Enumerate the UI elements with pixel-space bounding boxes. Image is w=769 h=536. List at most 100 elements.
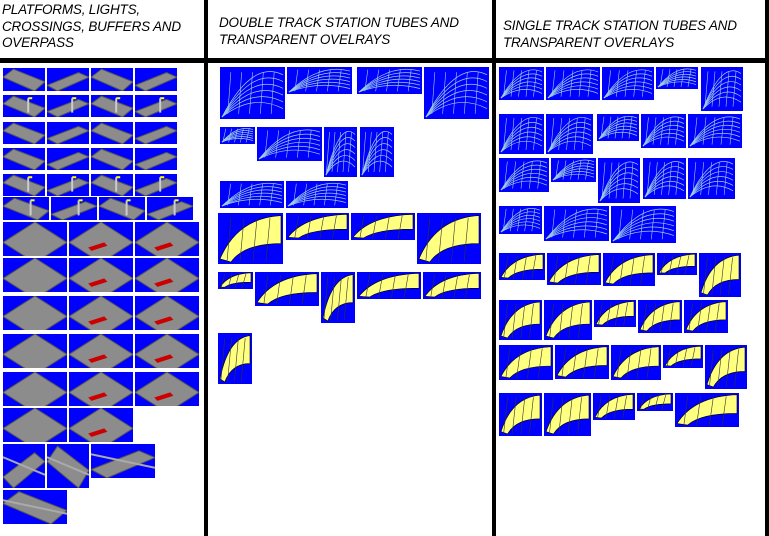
- platform-sprite: [69, 334, 133, 368]
- tube-sprite: [499, 345, 553, 380]
- tube-sprite: [351, 213, 415, 240]
- overpass-sprite: [47, 444, 89, 488]
- wireframe-tube-sprite: [597, 114, 639, 141]
- wireframe-tube-sprite: [551, 158, 596, 182]
- tube-sprite: [675, 393, 739, 427]
- wireframe-tube-sprite: [499, 158, 549, 192]
- platform-sprite: [135, 296, 199, 330]
- platform-light-sprite: [47, 95, 89, 117]
- wireframe-tube-sprite: [499, 206, 542, 234]
- wireframe-tube-sprite: [598, 158, 640, 203]
- overpass-sprite: [3, 444, 45, 488]
- wireframe-tube-sprite: [499, 67, 544, 100]
- tube-sprite: [705, 345, 747, 389]
- tube-sprite: [499, 393, 542, 436]
- wireframe-tube-sprite: [546, 67, 600, 100]
- tube-sprite: [499, 253, 545, 280]
- tube-sprite: [555, 345, 609, 379]
- platform-sprite: [3, 372, 67, 406]
- tube-sprite: [663, 345, 703, 368]
- wireframe-tube-sprite: [220, 181, 284, 208]
- header-double-track: DOUBLE TRACK STATION TUBES AND TRANSPARE…: [219, 15, 459, 47]
- header-divider: [0, 58, 769, 63]
- platform-sprite: [135, 148, 177, 170]
- tube-sprite: [321, 272, 355, 323]
- platform-sprite: [135, 372, 199, 406]
- platform-sprite: [47, 148, 89, 170]
- column-divider: [204, 0, 208, 536]
- wireframe-tube-sprite: [688, 158, 735, 199]
- tube-sprite: [544, 393, 591, 436]
- wireframe-tube-sprite: [656, 67, 698, 89]
- wireframe-tube-sprite: [324, 127, 357, 177]
- tube-sprite: [499, 300, 542, 340]
- wireframe-tube-sprite: [499, 114, 544, 154]
- platform-light-sprite: [47, 174, 89, 196]
- header-platforms: PLATFORMS, LIGHTS, CROSSINGS, BUFFERS AN…: [2, 2, 181, 50]
- tube-sprite: [594, 300, 636, 327]
- wireframe-tube-sprite: [641, 114, 686, 148]
- tube-sprite: [657, 253, 697, 275]
- tube-sprite: [218, 213, 283, 264]
- wireframe-tube-sprite: [220, 127, 255, 144]
- platform-sprite: [3, 408, 67, 442]
- wireframe-tube-sprite: [546, 114, 593, 154]
- tube-sprite: [603, 253, 655, 286]
- tube-sprite: [286, 213, 349, 240]
- wireframe-tube-sprite: [602, 67, 654, 100]
- wireframe-tube-sprite: [701, 67, 743, 111]
- platform-sprite: [47, 122, 89, 144]
- wireframe-tube-sprite: [357, 67, 422, 94]
- tube-sprite: [593, 393, 635, 420]
- overpass-sprite: [91, 444, 155, 478]
- wireframe-tube-sprite: [424, 67, 489, 119]
- platform-sprite: [69, 258, 133, 292]
- platform-sprite: [69, 222, 133, 256]
- platform-light-sprite: [3, 174, 45, 196]
- tube-sprite: [218, 272, 253, 289]
- platform-light-sprite: [3, 197, 49, 220]
- wireframe-tube-sprite: [287, 67, 352, 94]
- tube-sprite: [357, 272, 421, 299]
- platform-sprite: [47, 68, 89, 91]
- platform-sprite: [135, 222, 199, 256]
- platform-sprite: [3, 296, 67, 330]
- platform-sprite: [91, 68, 133, 91]
- platform-sprite: [3, 122, 45, 144]
- wireframe-tube-sprite: [544, 206, 609, 241]
- tube-sprite: [423, 272, 481, 299]
- tube-sprite: [255, 272, 319, 306]
- tube-sprite: [547, 253, 601, 285]
- platform-light-sprite: [147, 197, 193, 220]
- wireframe-tube-sprite: [286, 181, 348, 208]
- platform-light-sprite: [3, 95, 45, 117]
- header-single-track: SINGLE TRACK STATION TUBES AND TRANSPARE…: [503, 18, 737, 50]
- platform-light-sprite: [99, 197, 145, 220]
- platform-light-sprite: [135, 95, 177, 117]
- overpass-sprite: [3, 490, 67, 524]
- tube-sprite: [699, 253, 741, 297]
- column-divider: [492, 0, 496, 536]
- platform-sprite: [3, 148, 45, 170]
- platform-sprite: [3, 222, 67, 256]
- platform-sprite: [69, 408, 133, 442]
- wireframe-tube-sprite: [643, 158, 686, 199]
- platform-light-sprite: [135, 174, 177, 196]
- platform-sprite: [135, 68, 177, 91]
- platform-sprite: [91, 148, 133, 170]
- platform-light-sprite: [91, 95, 133, 117]
- wireframe-tube-sprite: [611, 206, 676, 243]
- wireframe-tube-sprite: [257, 127, 322, 161]
- tube-sprite: [218, 333, 252, 384]
- tube-sprite: [638, 300, 682, 333]
- tube-sprite: [417, 213, 481, 264]
- platform-sprite: [3, 258, 67, 292]
- platform-sprite: [135, 334, 199, 368]
- column-divider: [765, 0, 769, 536]
- platform-light-sprite: [51, 197, 97, 220]
- platform-sprite: [69, 296, 133, 330]
- platform-sprite: [69, 372, 133, 406]
- platform-sprite: [3, 68, 45, 91]
- tube-sprite: [611, 345, 661, 380]
- wireframe-tube-sprite: [688, 114, 742, 148]
